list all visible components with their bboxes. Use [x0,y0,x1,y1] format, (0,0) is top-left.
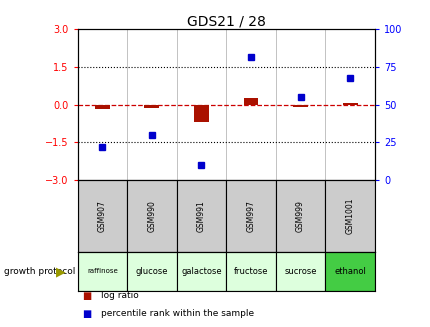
Bar [176,180,226,252]
Bar [194,105,209,122]
Text: GSM999: GSM999 [295,200,304,232]
Text: sucrose: sucrose [284,267,316,276]
Bar [325,252,374,291]
Bar [325,180,374,252]
Text: log ratio: log ratio [101,291,139,301]
Bar [127,180,176,252]
Bar [226,252,275,291]
Bar [275,252,325,291]
Text: galactose: galactose [181,267,221,276]
Bar [144,105,159,108]
Text: percentile rank within the sample: percentile rank within the sample [101,309,254,318]
Text: GSM990: GSM990 [147,200,156,232]
Title: GDS21 / 28: GDS21 / 28 [186,14,265,28]
Text: glucose: glucose [135,267,168,276]
Text: GSM991: GSM991 [197,200,206,232]
Bar [342,103,357,105]
Text: GSM907: GSM907 [98,200,107,232]
Text: GSM1001: GSM1001 [345,198,354,234]
Bar [77,180,127,252]
Bar [176,252,226,291]
Bar [275,180,325,252]
Bar [127,252,176,291]
Text: ■: ■ [82,291,91,301]
Text: ■: ■ [82,309,91,319]
Bar [243,98,258,105]
Bar [292,105,307,107]
Bar [95,105,110,109]
Text: ethanol: ethanol [334,267,365,276]
Bar [77,252,127,291]
Text: growth protocol: growth protocol [4,267,76,276]
Text: ▶: ▶ [55,265,65,278]
Text: fructose: fructose [233,267,268,276]
Text: raffinose: raffinose [87,268,117,274]
Text: GSM997: GSM997 [246,200,255,232]
Bar [226,180,275,252]
